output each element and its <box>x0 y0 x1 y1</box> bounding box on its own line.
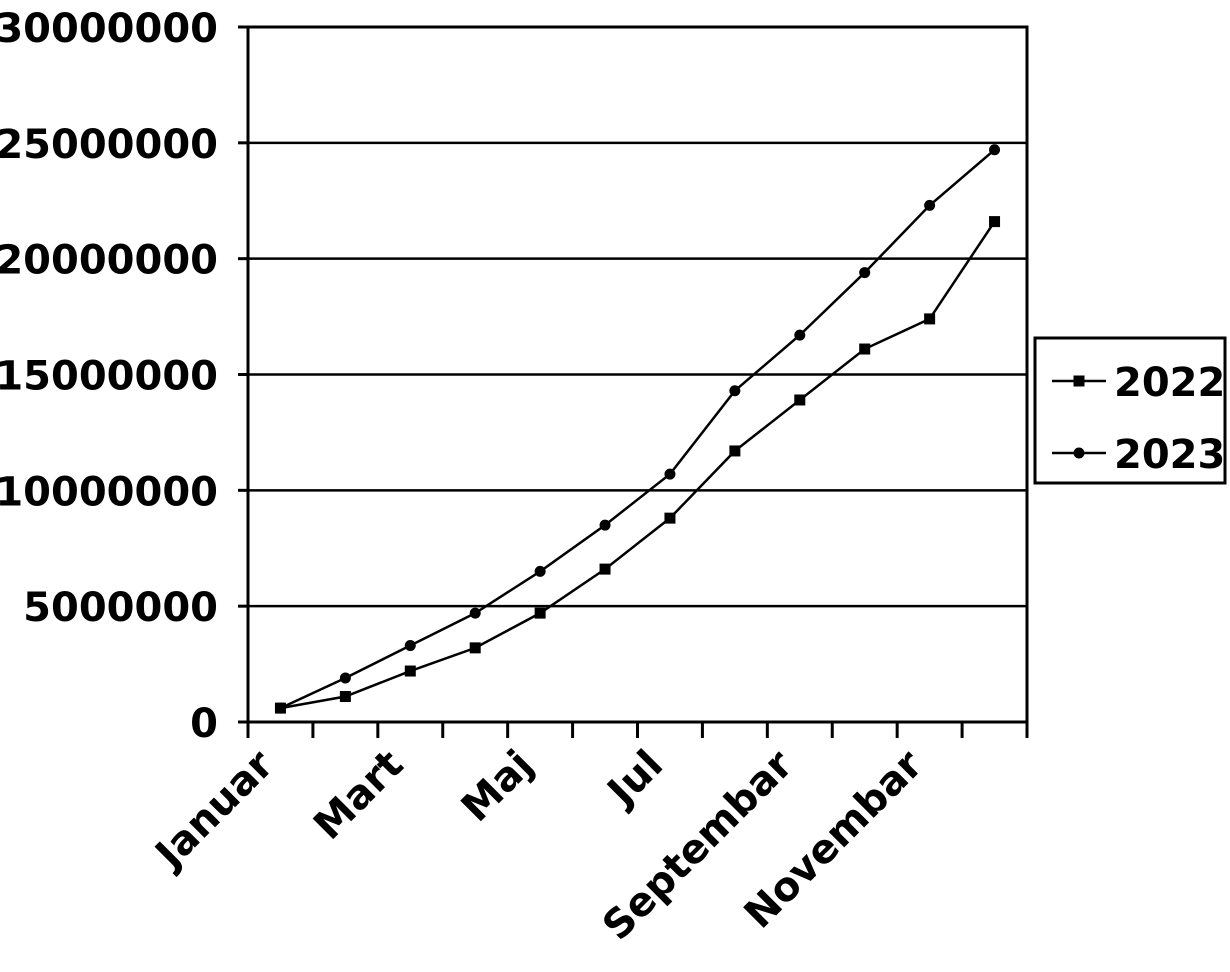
data-point <box>729 385 741 397</box>
data-point <box>469 642 481 654</box>
axes <box>238 25 1029 738</box>
data-point <box>599 563 611 575</box>
x-tick-label: Maj <box>453 742 542 831</box>
series-line <box>280 220 996 710</box>
data-point <box>339 672 351 684</box>
y-tick-label: 30000000 <box>0 6 218 52</box>
legend: 2022 2023 <box>1033 336 1227 485</box>
data-point <box>469 607 481 619</box>
data-point <box>664 468 676 480</box>
y-tick-label: 10000000 <box>0 469 218 515</box>
data-point <box>989 216 1001 228</box>
data-point <box>404 665 416 677</box>
y-tick-labels: 0 5000000 10000000 15000000 20000000 25000000… <box>0 6 218 747</box>
data-point <box>404 640 416 652</box>
x-tick-label: Jul <box>597 742 672 817</box>
y-tick-label: 25000000 <box>0 122 218 168</box>
data-point <box>794 394 806 406</box>
x-tick-label: Mart <box>305 742 412 849</box>
y-tick-label: 5000000 <box>23 585 218 631</box>
legend-box <box>1033 336 1227 485</box>
legend-label: 2023 <box>1114 432 1225 478</box>
legend-item-2022: 2022 <box>1052 360 1225 406</box>
y-tick-label: 20000000 <box>0 238 218 284</box>
data-point <box>859 343 871 355</box>
data-point <box>534 607 546 619</box>
data-point <box>794 329 806 341</box>
y-tick-label: 15000000 <box>0 354 218 400</box>
data-point <box>534 565 546 577</box>
data-point <box>599 519 611 531</box>
data-point <box>924 199 936 211</box>
series-line <box>279 148 996 710</box>
data-point <box>729 445 741 457</box>
data-point <box>274 702 286 714</box>
data-point <box>989 144 1001 156</box>
legend-item-2023: 2023 <box>1052 432 1225 478</box>
y-tick-label: 0 <box>190 701 218 747</box>
series-2023 <box>274 144 1001 714</box>
legend-marker <box>1073 375 1085 387</box>
legend-marker <box>1073 447 1085 459</box>
legend-label: 2022 <box>1114 360 1225 406</box>
x-tick-label: Januar <box>145 741 283 879</box>
data-point <box>924 313 936 325</box>
series <box>274 144 1001 714</box>
data-point <box>339 691 351 703</box>
data-point <box>664 512 676 524</box>
data-point <box>859 267 871 279</box>
gridlines <box>248 141 1027 608</box>
